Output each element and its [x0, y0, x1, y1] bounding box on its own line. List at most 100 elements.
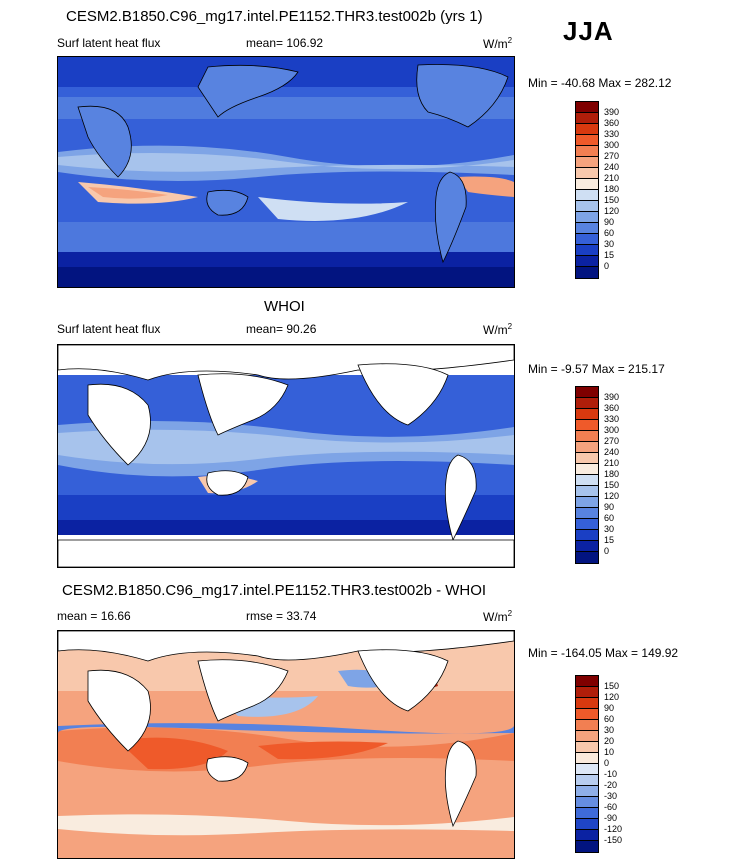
cbar-seg	[576, 245, 598, 256]
cbar-tick: 60	[604, 714, 615, 724]
cbar-seg	[576, 398, 598, 409]
panel-1-title: CESM2.B1850.C96_mg17.intel.PE1152.THR3.t…	[66, 8, 483, 25]
panel-2-map-field	[58, 345, 514, 567]
cbar-tick: 30	[604, 239, 615, 249]
cbar-tick: 0	[604, 758, 610, 768]
cbar-tick: 150	[604, 681, 620, 691]
cbar-seg	[576, 530, 598, 541]
cbar-seg	[576, 497, 598, 508]
cbar-seg	[576, 753, 598, 764]
cbar-seg	[576, 797, 598, 808]
cbar-seg	[576, 168, 598, 179]
cbar-seg	[576, 464, 598, 475]
cbar-seg	[576, 409, 598, 420]
cbar-seg	[576, 841, 598, 852]
cbar-seg	[576, 146, 598, 157]
cbar-seg	[576, 113, 598, 124]
cbar-seg	[576, 742, 598, 753]
cbar-tick: -10	[604, 769, 618, 779]
cbar-tick: 330	[604, 129, 620, 139]
cbar-seg	[576, 676, 598, 687]
cbar-tick: 360	[604, 403, 620, 413]
panel-2-map	[57, 344, 515, 568]
panel-1-minmax: Min = -40.68 Max = 282.12	[528, 76, 672, 90]
panel-1-map	[57, 56, 515, 288]
cbar-seg	[576, 720, 598, 731]
cbar-tick: -60	[604, 802, 618, 812]
panel-3-minmax: Min = -164.05 Max = 149.92	[528, 646, 679, 660]
cbar-tick: 300	[604, 140, 620, 150]
cbar-seg	[576, 731, 598, 742]
units-text: W/m	[483, 37, 508, 51]
cbar-tick: 30	[604, 725, 615, 735]
panel-3-map-field	[58, 631, 514, 858]
panel-3-map	[57, 630, 515, 859]
cbar-tick: 20	[604, 736, 615, 746]
panel-2-units: W/m2	[483, 322, 512, 337]
panel-1-units: W/m2	[483, 36, 512, 51]
panel-3-title: CESM2.B1850.C96_mg17.intel.PE1152.THR3.t…	[62, 582, 487, 599]
cbar-tick: 15	[604, 250, 615, 260]
cbar-seg	[576, 786, 598, 797]
cbar-seg	[576, 698, 598, 709]
cbar-tick: 330	[604, 414, 620, 424]
panel-2-mean: mean= 90.26	[246, 322, 317, 336]
cbar-tick: -150	[604, 835, 623, 845]
cbar-seg	[576, 764, 598, 775]
cbar-tick: 15	[604, 535, 615, 545]
cbar-seg	[576, 223, 598, 234]
panel-1-field-label: Surf latent heat flux	[57, 36, 161, 50]
cbar-seg	[576, 267, 598, 278]
cbar-seg	[576, 201, 598, 212]
panel-3-colorbar	[575, 675, 599, 853]
cbar-tick: 240	[604, 447, 620, 457]
panel-1-colorbar	[575, 101, 599, 279]
cbar-tick: 390	[604, 107, 620, 117]
cbar-seg	[576, 179, 598, 190]
cbar-seg	[576, 552, 598, 563]
cbar-tick: 120	[604, 692, 620, 702]
cbar-seg	[576, 808, 598, 819]
cbar-tick: 90	[604, 703, 615, 713]
cbar-tick: 60	[604, 513, 615, 523]
panel-1-mean: mean= 106.92	[246, 36, 324, 50]
cbar-tick: -30	[604, 791, 618, 801]
units-exponent: 2	[507, 322, 513, 331]
panel-2-field-label: Surf latent heat flux	[57, 322, 161, 336]
cbar-seg	[576, 486, 598, 497]
panel-2-title: WHOI	[264, 298, 305, 315]
cbar-seg	[576, 157, 598, 168]
cbar-seg	[576, 453, 598, 464]
cbar-tick: 30	[604, 524, 615, 534]
cbar-seg	[576, 519, 598, 530]
cbar-tick: 210	[604, 173, 620, 183]
cbar-seg	[576, 212, 598, 223]
panel-3-units: W/m2	[483, 609, 512, 624]
cbar-tick: 180	[604, 469, 620, 479]
season-label: JJA	[563, 16, 614, 46]
cbar-seg	[576, 775, 598, 786]
cbar-seg	[576, 124, 598, 135]
cbar-seg	[576, 135, 598, 146]
cbar-tick: 150	[604, 195, 620, 205]
units-text: W/m	[483, 610, 508, 624]
cbar-seg	[576, 442, 598, 453]
cbar-tick: 300	[604, 425, 620, 435]
units-exponent: 2	[507, 609, 513, 618]
cbar-tick: 270	[604, 151, 620, 161]
cbar-seg	[576, 190, 598, 201]
cbar-tick: 90	[604, 502, 615, 512]
panel-2-colorbar	[575, 386, 599, 564]
units-text: W/m	[483, 323, 508, 337]
panel-3-mean: mean = 16.66	[57, 609, 131, 623]
units-exponent: 2	[507, 36, 513, 45]
cbar-seg	[576, 420, 598, 431]
cbar-seg	[576, 830, 598, 841]
cbar-seg	[576, 256, 598, 267]
cbar-tick: 120	[604, 206, 620, 216]
panel-1-map-field	[58, 57, 514, 287]
cbar-seg	[576, 431, 598, 442]
cbar-seg	[576, 475, 598, 486]
cbar-seg	[576, 709, 598, 720]
cbar-seg	[576, 687, 598, 698]
